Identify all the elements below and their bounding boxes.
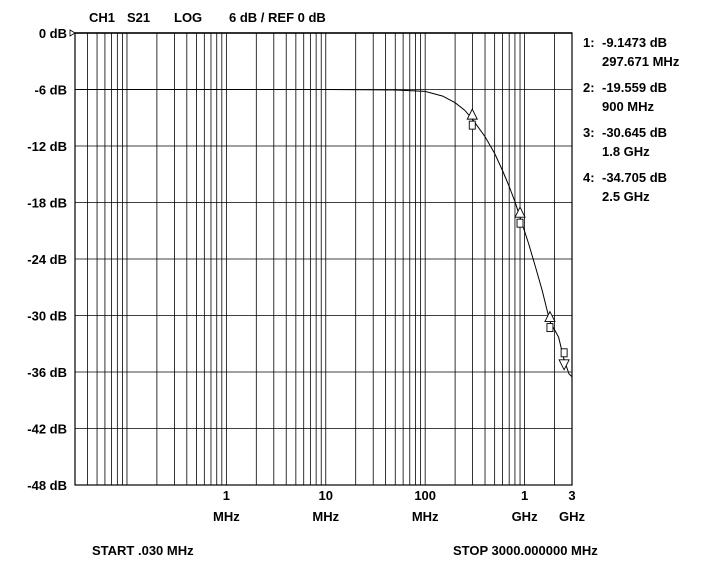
x-tick-label: 10 — [319, 488, 333, 503]
grid — [75, 32, 572, 486]
x-tick-label: 100 — [414, 488, 436, 503]
marker-tag — [516, 218, 524, 228]
marker-frequency: 900 MHz — [602, 99, 655, 114]
marker-frequency: 2.5 GHz — [602, 189, 650, 204]
marker-label: 1: — [583, 35, 595, 50]
x-axis: 1 MHz 10 MHz 100 MHz 1 GHz 3 GHz — [213, 488, 585, 524]
x-tick-unit: GHz — [559, 509, 586, 524]
y-tick-label: -42 dB — [27, 422, 67, 437]
x-tick-unit: MHz — [412, 509, 439, 524]
stop-frequency: STOP 3000.000000 MHz — [453, 543, 598, 558]
x-tick-label: 1 — [521, 488, 528, 503]
marker-label: 3: — [583, 125, 595, 140]
x-tick-unit: MHz — [213, 509, 240, 524]
x-tick-unit: GHz — [512, 509, 539, 524]
y-tick-label: -12 dB — [27, 139, 67, 154]
y-tick-label: -6 dB — [35, 83, 68, 98]
marker-frequency: 297.671 MHz — [602, 54, 680, 69]
marker-value: -9.1473 dB — [602, 35, 667, 50]
header-channel: CH1 — [89, 10, 115, 25]
marker-value: -19.559 dB — [602, 80, 667, 95]
marker-3 — [544, 310, 556, 333]
y-tick-label: -30 dB — [27, 309, 67, 324]
marker-readout: 1: -9.1473 dB 297.671 MHz 2: -19.559 dB 900 M… — [583, 35, 680, 204]
marker-1 — [466, 108, 478, 130]
y-tick-label: -24 dB — [27, 252, 67, 267]
trace — [75, 89, 573, 378]
marker-tag — [546, 323, 554, 333]
marker-value: -30.645 dB — [602, 125, 667, 140]
header-param: S21 — [127, 10, 150, 25]
header-scale: 6 dB / REF 0 dB — [229, 10, 326, 25]
y-tick-label: -48 dB — [27, 478, 67, 493]
marker-frequency: 1.8 GHz — [602, 144, 650, 159]
y-axis: 0 dB -6 dB -12 dB -18 dB -24 dB -30 dB -36 dB -… — [27, 26, 76, 493]
x-tick-label: 3 — [568, 488, 575, 503]
marker-2 — [514, 206, 526, 228]
marker-tag — [560, 348, 568, 358]
marker-triangle — [514, 206, 526, 218]
start-frequency: START .030 MHz — [92, 543, 194, 558]
y-tick-label: -36 dB — [27, 365, 67, 380]
marker-triangle — [558, 359, 570, 371]
marker-4 — [558, 348, 570, 371]
marker-label: 4: — [583, 170, 595, 185]
marker-triangle — [544, 310, 556, 323]
header-format: LOG — [174, 10, 202, 25]
marker-symbols — [466, 108, 570, 371]
reference-pointer — [69, 29, 76, 37]
marker-tag — [468, 120, 476, 130]
marker-triangle — [466, 108, 478, 120]
x-tick-label: 1 — [223, 488, 230, 503]
trace-line — [75, 89, 573, 378]
y-tick-label: 0 dB — [39, 26, 67, 41]
marker-label: 2: — [583, 80, 595, 95]
y-tick-label: -18 dB — [27, 196, 67, 211]
x-tick-unit: MHz — [312, 509, 339, 524]
marker-value: -34.705 dB — [602, 170, 667, 185]
